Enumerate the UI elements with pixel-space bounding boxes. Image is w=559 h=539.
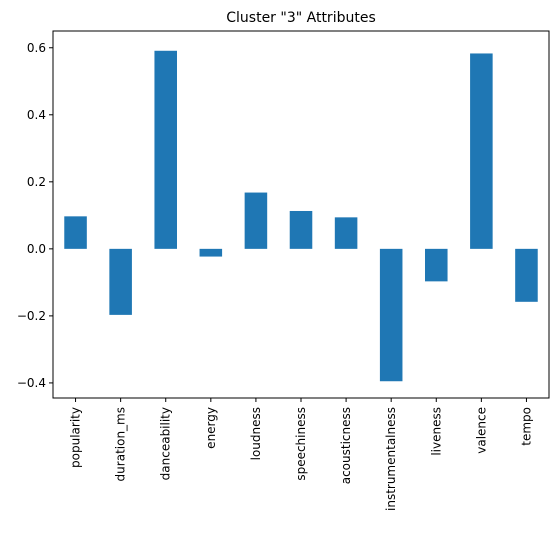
y-tick-label: 0.0 [27, 242, 46, 256]
y-tick-label: 0.4 [27, 108, 46, 122]
y-tick-label: −0.4 [17, 376, 46, 390]
bar-speechiness [289, 210, 313, 249]
x-axis: popularity duration_ms danceability energy l… [69, 398, 533, 511]
bar-danceability [154, 50, 177, 249]
chart-title: Cluster "3" Attributes [226, 10, 376, 26]
bar-duration_ms [109, 248, 132, 315]
x-tick-label: loudness [249, 407, 263, 460]
bar-instrumentalness [379, 248, 403, 382]
plot-frame [52, 30, 550, 399]
bar-popularity [64, 216, 87, 249]
x-tick-label: acousticness [339, 407, 353, 484]
x-tick-label: valence [474, 407, 488, 454]
bar-tempo [515, 248, 538, 302]
x-tick-label: instrumentalness [384, 407, 398, 511]
y-tick-label: 0.2 [27, 175, 46, 189]
bar-loudness [244, 192, 268, 249]
bar-acousticness [334, 217, 358, 249]
y-tick-label: −0.2 [17, 309, 46, 323]
bar-valence [470, 53, 493, 249]
bar-energy [199, 248, 223, 257]
x-tick-label: duration_ms [114, 407, 128, 481]
y-tick-label: 0.6 [27, 41, 46, 55]
x-tick-label: danceability [159, 407, 173, 480]
x-tick-label: popularity [69, 407, 83, 468]
x-tick-label: energy [204, 407, 218, 449]
y-axis: −0.4 −0.2 0.0 0.2 0.4 0.6 [17, 41, 53, 390]
bar-liveness [425, 248, 448, 282]
bars-group [64, 50, 538, 382]
x-tick-label: tempo [519, 407, 533, 446]
x-tick-label: speechiness [294, 407, 308, 481]
x-tick-label: liveness [429, 407, 443, 456]
